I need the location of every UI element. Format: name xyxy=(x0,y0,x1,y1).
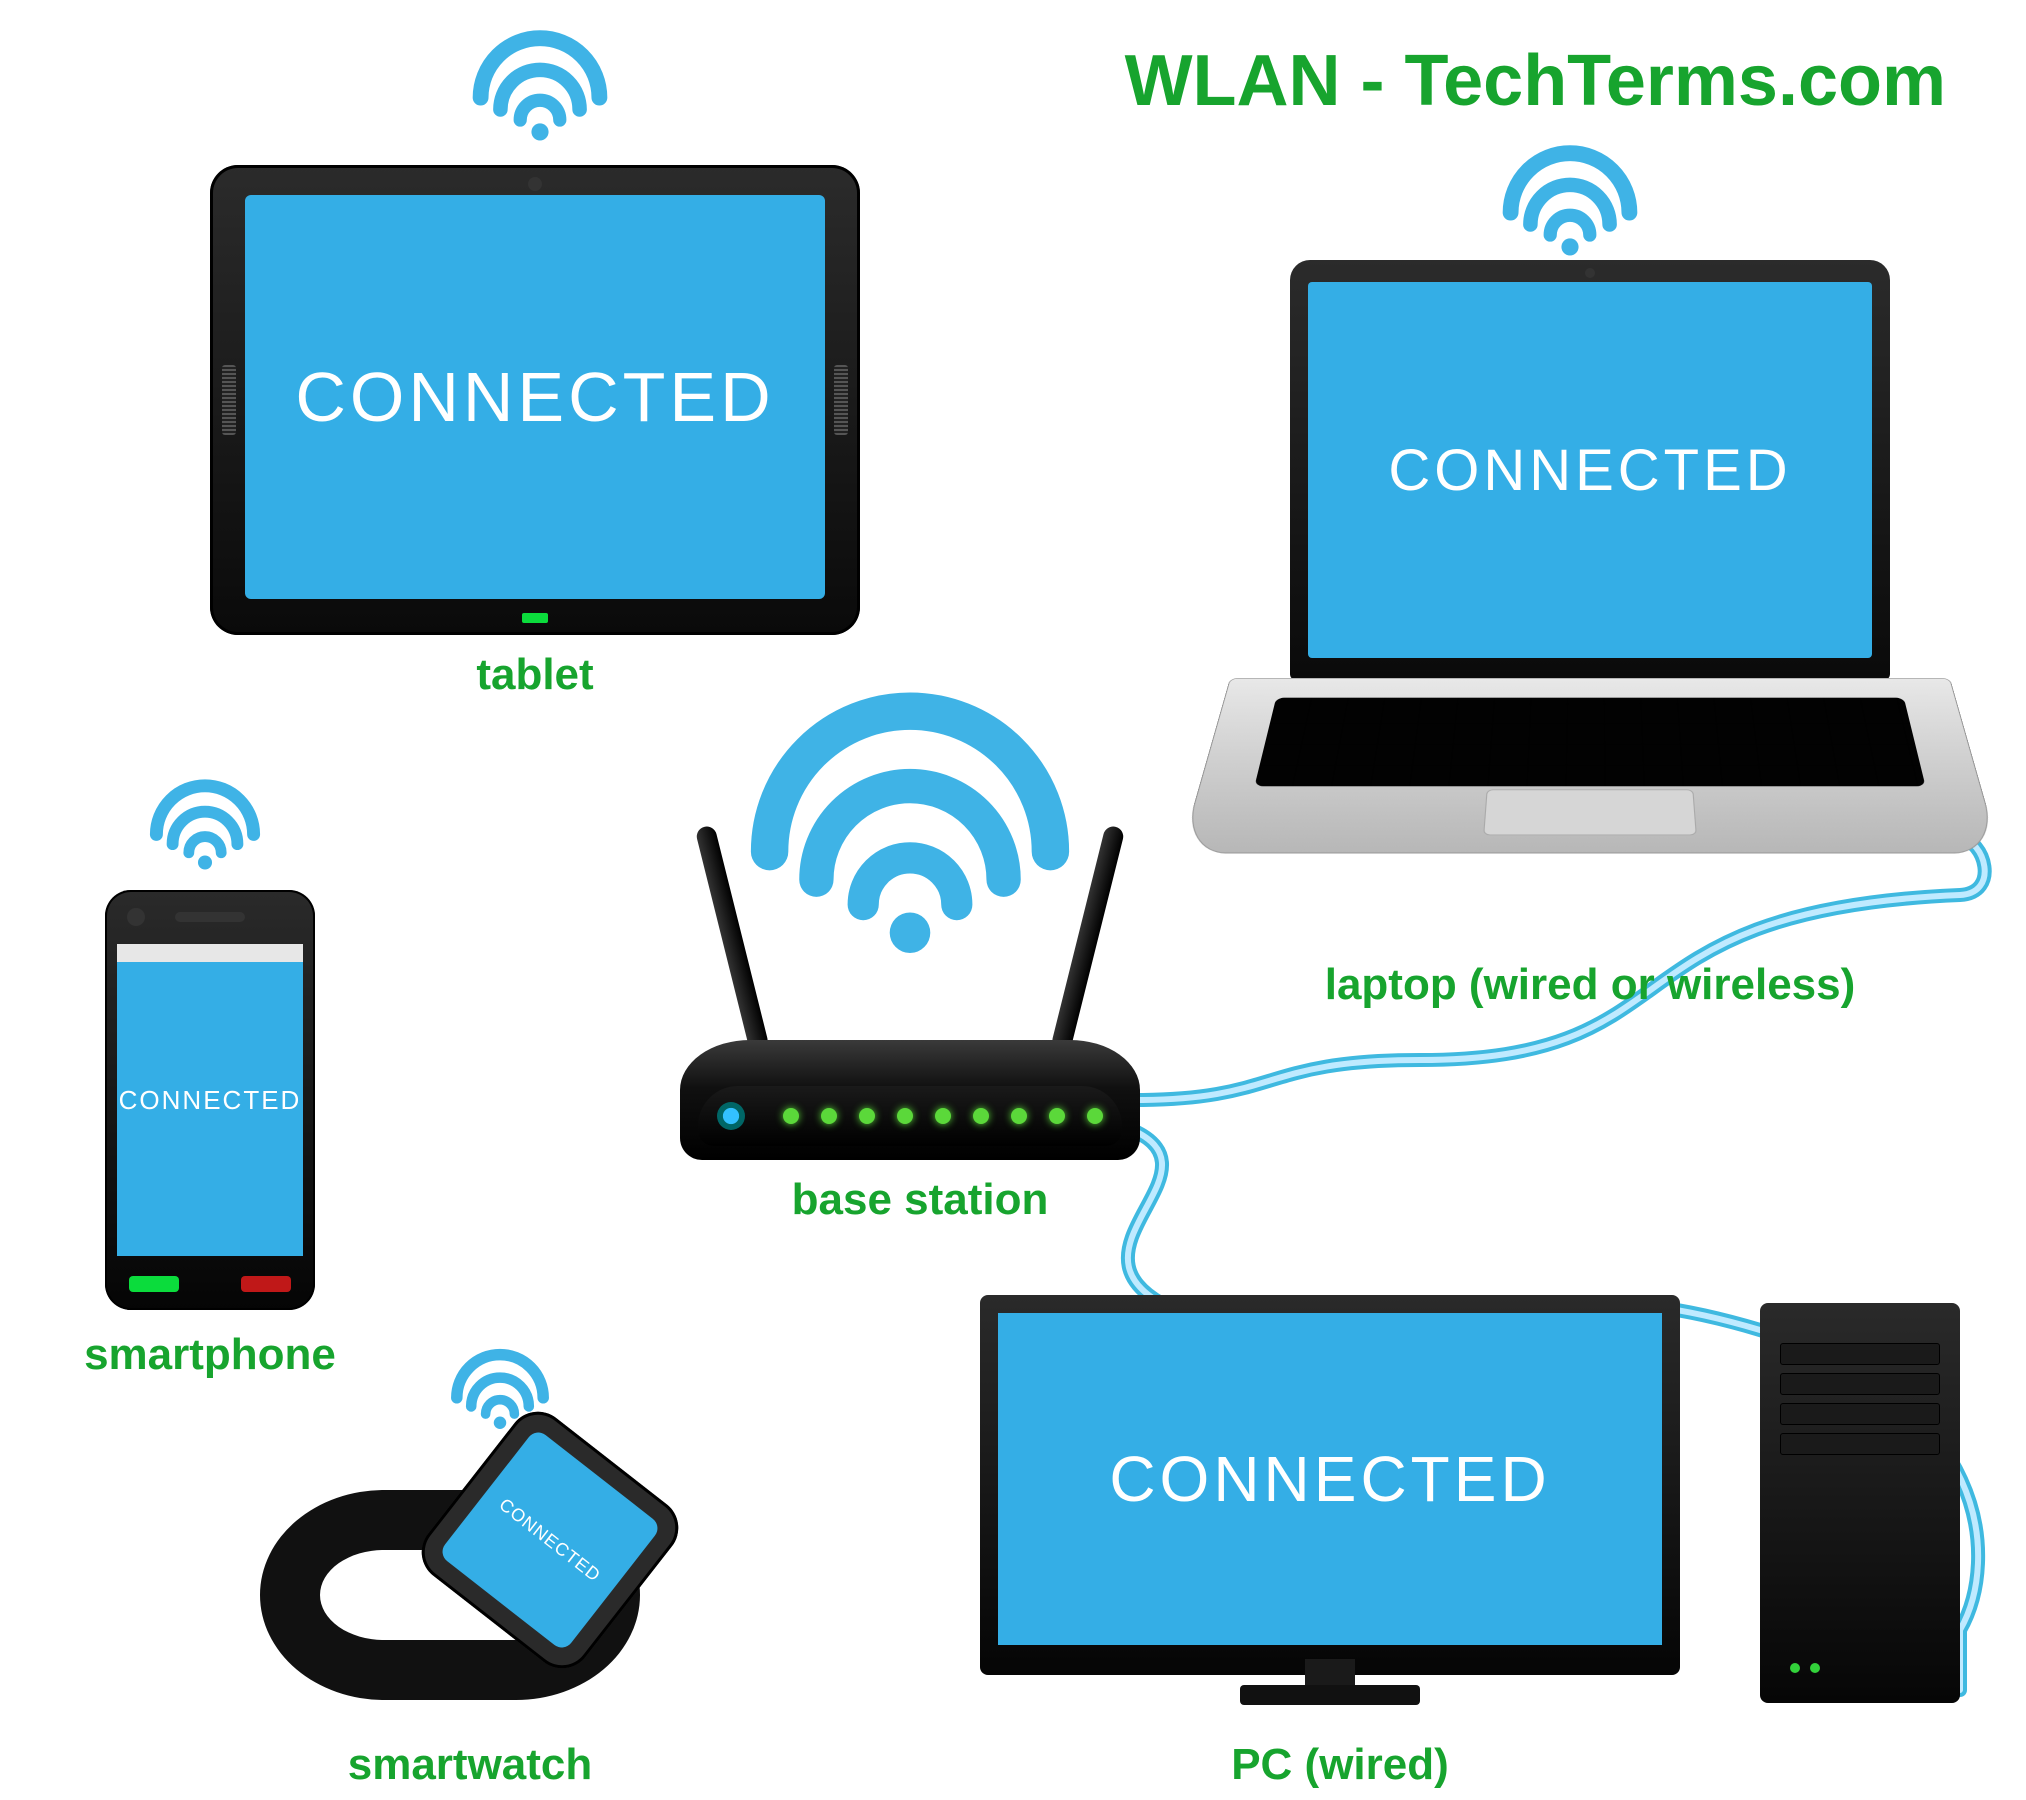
pc-drive-bay xyxy=(1780,1343,1940,1365)
phone-statusbar xyxy=(117,944,303,962)
pc-screen: CONNECTED xyxy=(998,1313,1662,1645)
tablet-speaker-left xyxy=(222,365,236,435)
pc-tower xyxy=(1760,1303,1960,1703)
pc-screen-text: CONNECTED xyxy=(1109,1442,1550,1516)
router-power-led xyxy=(717,1102,745,1130)
pc-monitor-bezel: CONNECTED xyxy=(980,1295,1680,1675)
laptop-camera xyxy=(1585,268,1595,278)
tablet-speaker-right xyxy=(834,365,848,435)
laptop-screen-text: CONNECTED xyxy=(1388,437,1791,504)
base-station-label: base station xyxy=(792,1175,1049,1225)
tablet-screen: CONNECTED xyxy=(245,195,825,599)
router-led xyxy=(1049,1108,1065,1124)
router-led xyxy=(1011,1108,1027,1124)
phone-screen-text: CONNECTED xyxy=(119,1085,302,1116)
tablet-device: CONNECTED xyxy=(210,165,860,635)
wifi-icon xyxy=(1504,140,1636,244)
smartphone-device: CONNECTED xyxy=(105,890,315,1310)
laptop-screen: CONNECTED xyxy=(1308,282,1872,658)
laptop-keyboard xyxy=(1254,698,1925,787)
phone-camera xyxy=(127,908,145,926)
pc-drive-bay xyxy=(1780,1433,1940,1455)
router-face xyxy=(698,1086,1122,1146)
router-led xyxy=(821,1108,837,1124)
pc-monitor: CONNECTED xyxy=(980,1295,1680,1705)
pc-drive-bay xyxy=(1780,1403,1940,1425)
wifi-icon xyxy=(151,775,259,861)
laptop-label: laptop (wired or wireless) xyxy=(1325,960,1856,1010)
pc-label: PC (wired) xyxy=(1231,1740,1449,1790)
tablet-screen-text: CONNECTED xyxy=(295,357,774,437)
base-station-device xyxy=(680,1025,1140,1160)
laptop-trackpad xyxy=(1483,789,1697,835)
router-led xyxy=(783,1108,799,1124)
diagram-canvas: WLAN - TechTerms.com CONNECTED tablet CO… xyxy=(0,0,2026,1800)
router-led xyxy=(897,1108,913,1124)
router-led xyxy=(973,1108,989,1124)
router-led xyxy=(1087,1108,1103,1124)
tablet-camera xyxy=(528,177,542,191)
page-title: WLAN - TechTerms.com xyxy=(1125,40,1946,122)
wifi-icon xyxy=(474,25,606,129)
tablet-led xyxy=(522,613,548,623)
wifi-icon xyxy=(754,680,1066,919)
smartwatch-label: smartwatch xyxy=(348,1740,593,1790)
phone-call-button xyxy=(129,1276,179,1292)
laptop-device: CONNECTED xyxy=(1230,260,1950,940)
pc-monitor-stand xyxy=(1240,1685,1420,1705)
tablet-label: tablet xyxy=(476,650,593,700)
router-led xyxy=(935,1108,951,1124)
pc-monitor-neck xyxy=(1305,1659,1355,1687)
pc-device: CONNECTED xyxy=(980,1295,1960,1745)
laptop-base xyxy=(1180,678,2000,853)
pc-power-led xyxy=(1790,1663,1800,1673)
pc-drive-bay xyxy=(1780,1373,1940,1395)
router-body xyxy=(680,1040,1140,1160)
smartwatch-device: CONNECTED xyxy=(260,1420,640,1720)
smartphone-label: smartphone xyxy=(84,1330,336,1380)
wifi-icon xyxy=(452,1345,548,1422)
phone-earpiece xyxy=(175,912,245,922)
watch-screen-text: CONNECTED xyxy=(495,1494,605,1586)
router-led xyxy=(859,1108,875,1124)
phone-end-button xyxy=(241,1276,291,1292)
pc-hdd-led xyxy=(1810,1663,1820,1673)
phone-screen: CONNECTED xyxy=(117,944,303,1256)
laptop-lid: CONNECTED xyxy=(1290,260,1890,680)
